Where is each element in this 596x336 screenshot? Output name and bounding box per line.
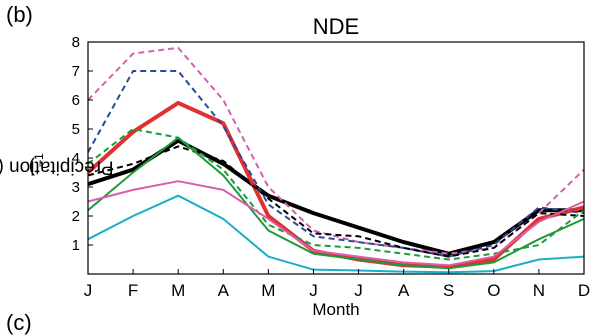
y-tick-label: 2	[72, 208, 80, 225]
series-line-7	[87, 136, 585, 270]
x-tick-label: M	[171, 281, 185, 300]
x-tick-label: D	[578, 281, 590, 300]
x-tick-label: J	[309, 281, 318, 300]
x-tick-label: J	[84, 281, 93, 300]
x-tick-label: J	[354, 281, 363, 300]
x-tick-label: F	[128, 281, 138, 300]
x-tick-label: M	[261, 281, 275, 300]
x-tick-label: O	[487, 281, 500, 300]
series-line-2	[86, 100, 585, 269]
x-tick-label: N	[533, 281, 545, 300]
y-tick-label: 5	[72, 121, 80, 138]
series-line-9	[87, 194, 585, 274]
series-line-8	[87, 180, 585, 267]
panel-label: (b)	[6, 2, 33, 27]
y-tick-label: 8	[72, 34, 80, 51]
y-tick-label: 7	[72, 63, 80, 80]
series-line-6	[87, 128, 585, 261]
x-axis-label: Month	[312, 300, 360, 319]
tick-layer: J F M A M J J A S O N D 1 2 3 4 5 6 7 8	[72, 34, 590, 300]
series-line-1	[87, 138, 584, 256]
series-layer	[86, 46, 585, 274]
x-tick-label: S	[443, 281, 454, 300]
next-panel-label: (c)	[6, 310, 32, 335]
x-tick-label: A	[398, 281, 410, 300]
x-tick-label: A	[218, 281, 230, 300]
axes-frame	[87, 41, 585, 275]
line-chart: J F M A M J J A S O N D 1 2 3 4 5 6 7 8	[72, 34, 590, 300]
y-tick-label: 6	[72, 92, 80, 109]
chart-title: NDE	[312, 14, 360, 39]
y-tick-label: 1	[72, 237, 80, 254]
y-tick-label: 3	[72, 179, 80, 196]
y-tick-label: 4	[72, 150, 80, 167]
series-line-4	[87, 70, 585, 258]
series-line-5	[87, 145, 585, 258]
